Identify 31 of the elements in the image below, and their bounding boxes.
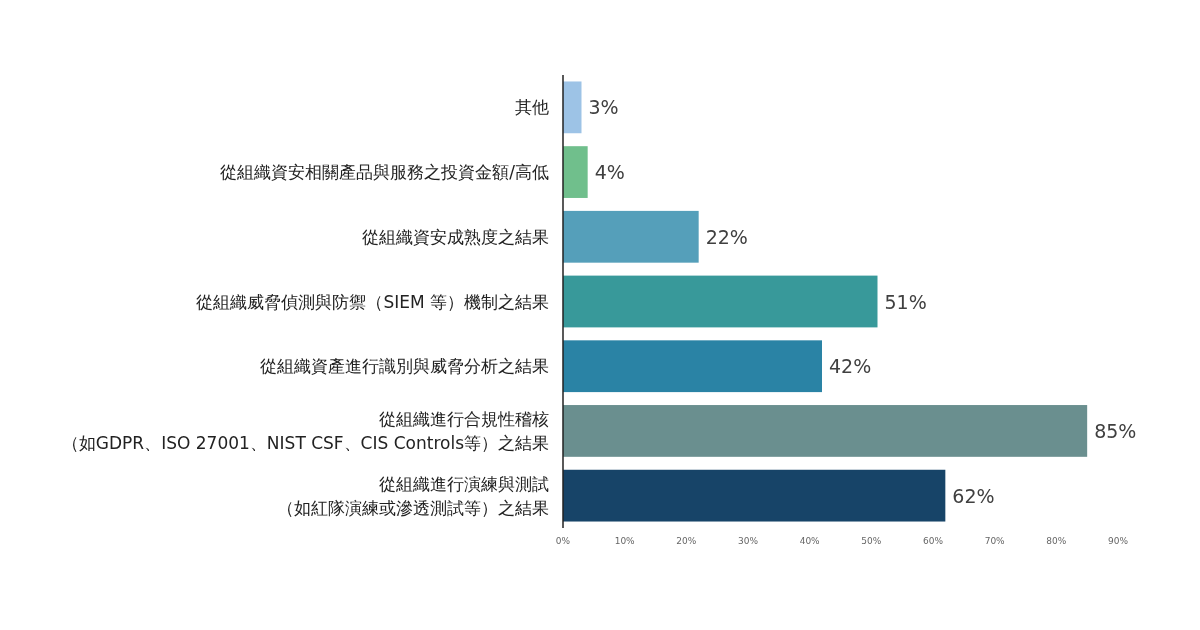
data-label: 22% <box>705 225 748 248</box>
y-tick-label: 從組織資產進行識別與威脅分析之結果 <box>260 356 549 377</box>
data-label: 62% <box>952 484 995 507</box>
x-tick-label: 80% <box>1046 536 1067 546</box>
bar <box>563 405 1088 457</box>
y-tick-label: 從組織資安相關產品與服務之投資金額/高低 <box>220 162 549 183</box>
data-label: 3% <box>588 96 619 119</box>
x-tick-label: 0% <box>555 536 571 546</box>
bar <box>563 146 588 198</box>
x-tick-label: 20% <box>676 536 697 546</box>
data-label: 4% <box>594 161 625 184</box>
x-tick-label: 40% <box>799 536 821 546</box>
x-tick-label: 60% <box>922 536 944 546</box>
data-label: 42% <box>829 355 872 378</box>
bar <box>563 275 878 328</box>
x-tick-label: 90% <box>1107 536 1129 546</box>
y-tick-label: 從組織進行演練與測試（如紅隊演練或滲透測試等）之結果 <box>277 473 549 518</box>
bar <box>563 469 946 522</box>
x-tick-label: 50% <box>861 536 882 546</box>
y-tick-label: 其他 <box>515 97 549 118</box>
data-label: 85% <box>1094 419 1137 442</box>
bar <box>563 81 582 134</box>
x-tick-label: 30% <box>737 536 759 546</box>
data-label: 51% <box>884 290 927 313</box>
bar <box>563 340 822 393</box>
x-tick-label: 10% <box>614 536 636 546</box>
x-tick-label: 70% <box>984 536 1006 546</box>
bar <box>563 210 699 263</box>
y-tick-label: 從組織威脅偵測與防禦（SIEM 等）機制之結果 <box>196 291 549 312</box>
y-tick-label: 從組織資安成熟度之結果 <box>362 226 549 247</box>
y-tick-label: 從組織進行合規性稽核（如GDPR、ISO 27001、NIST CSF、CIS Controls等）之結果 <box>61 408 549 453</box>
